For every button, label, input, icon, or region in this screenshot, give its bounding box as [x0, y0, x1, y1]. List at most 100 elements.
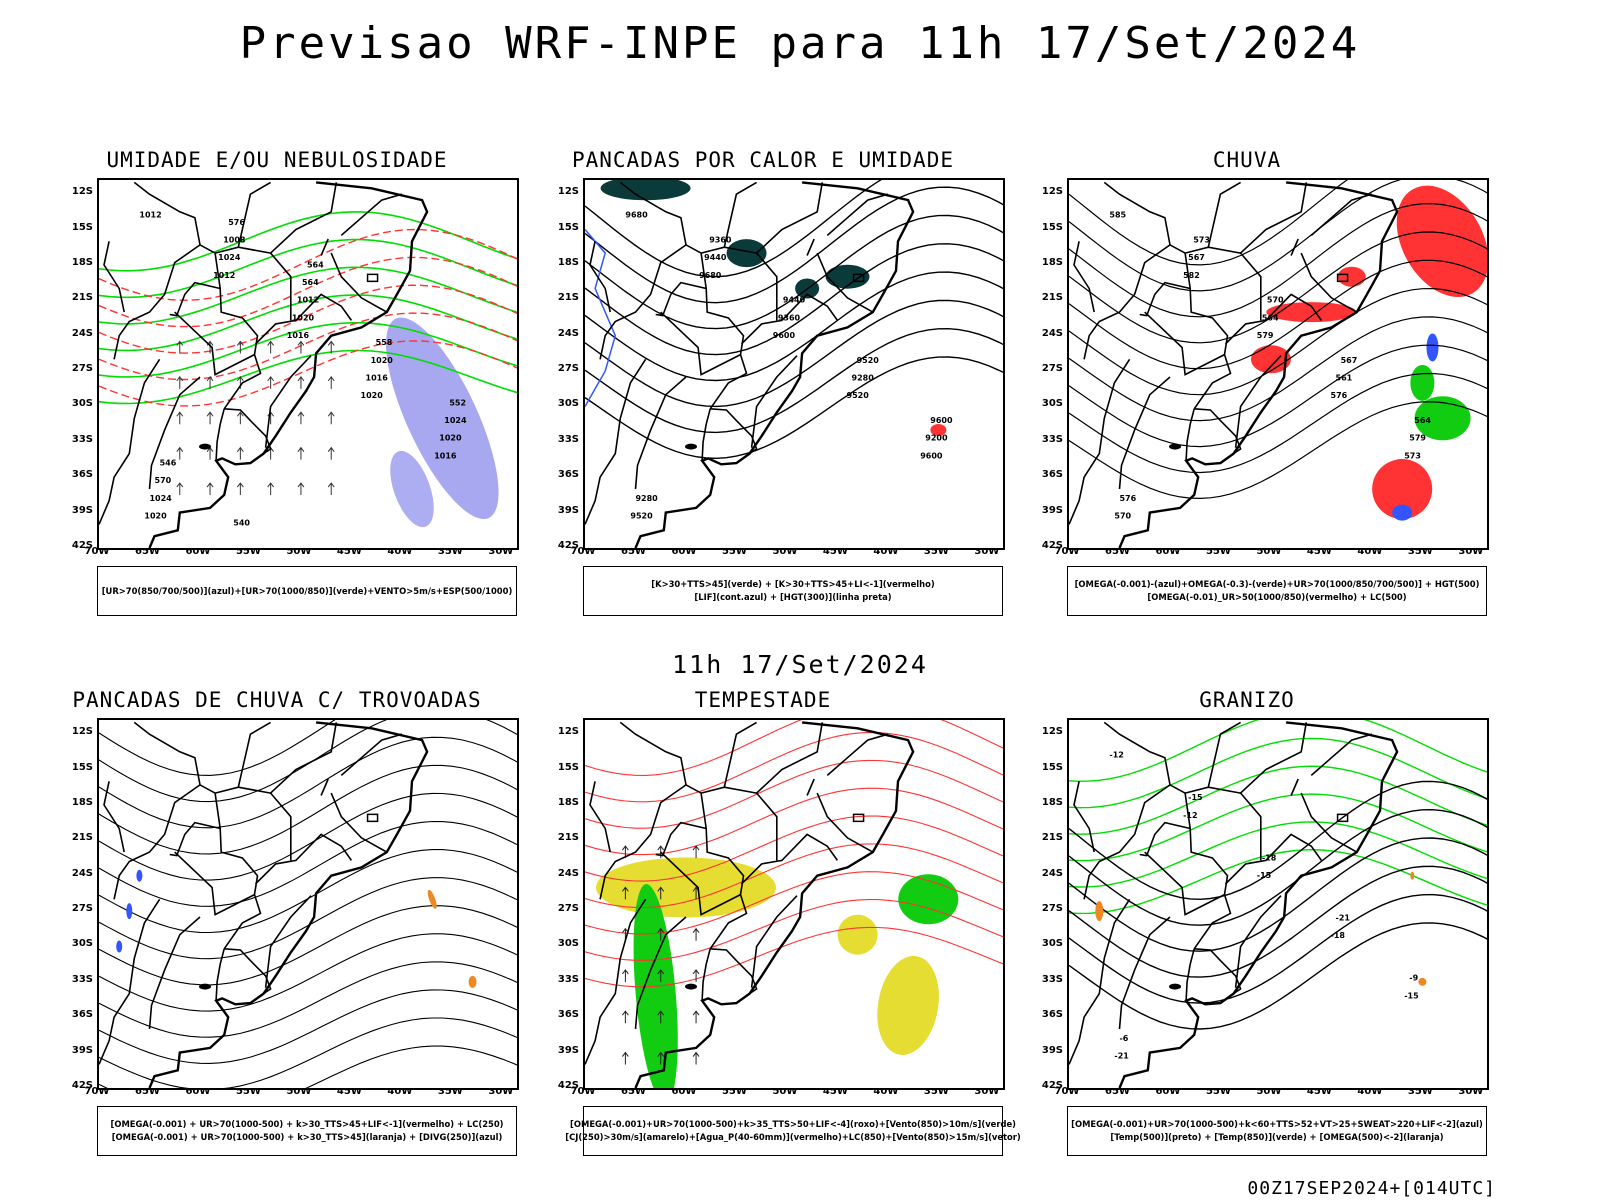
- lat-tick-label: 36S: [71, 469, 93, 481]
- lat-tick-label: 15S: [557, 761, 579, 773]
- country-borders: [1069, 721, 1373, 1065]
- lake-mirim: [1169, 443, 1182, 450]
- contour-label: 9200: [925, 434, 948, 443]
- contour-label: 9520: [857, 356, 880, 365]
- contour-label: 576: [228, 218, 245, 227]
- lat-tick-label: 42S: [71, 540, 93, 551]
- lon-tick-label: 70W: [84, 1086, 110, 1097]
- lat-tick-label: 36S: [557, 1009, 579, 1021]
- coastline: [1118, 721, 1399, 1088]
- lat-tick-label: 21S: [557, 292, 579, 304]
- legend-line: [OMEGA(-0.001)+UR>70(1000-500)+k>35_TTS>…: [570, 1119, 1016, 1129]
- lat-tick-label: 21S: [1041, 292, 1063, 304]
- coastline: [634, 181, 915, 548]
- contour-label: 564: [1262, 313, 1279, 322]
- lat-tick-label: 21S: [1041, 832, 1063, 844]
- lon-tick-label: 45W: [336, 546, 362, 557]
- lat-tick-label: 42S: [557, 540, 579, 551]
- lon-tick-label: 50W: [286, 1086, 312, 1097]
- panel-title: PANCADAS POR CALOR E UMIDADE: [571, 148, 954, 172]
- lat-tick-label: 18S: [71, 796, 93, 808]
- lon-tick-label: 30W: [974, 1086, 1000, 1097]
- lake-mirim: [685, 983, 698, 990]
- contour-label: 9440: [704, 253, 727, 262]
- lon-tick-label: 55W: [1205, 1086, 1231, 1097]
- reservoir-outline: [366, 813, 379, 823]
- wind850-vectors: [621, 845, 700, 1065]
- legend-box: [K>30+TTS>45](verde) + [K>30+TTS>45+LI<-…: [583, 566, 1003, 616]
- lat-tick-label: 33S: [557, 973, 579, 985]
- panel-title: UMIDADE E/OU NEBULOSIDADE: [106, 148, 448, 172]
- lat-tick-label: 42S: [557, 1080, 579, 1091]
- lon-tick-label: 70W: [1054, 546, 1080, 557]
- contour-label: 582: [1183, 271, 1200, 280]
- country-borders: [585, 721, 889, 1065]
- contour-label: 9360: [778, 313, 801, 322]
- lon-tick-label: 35W: [437, 1086, 463, 1097]
- contour-labels: 1012 1012 1016 1020 1016 1020 1024 1020 1016 1020…: [139, 211, 467, 528]
- lake-mirim: [1169, 983, 1182, 990]
- lat-tick-label: 27S: [557, 903, 579, 915]
- contour-label: 9680: [699, 271, 722, 280]
- contour-labels: 9680 9680 9600 9520 9600 9520 9440 9360 9280 9200…: [625, 211, 953, 521]
- lon-tick-label: 50W: [1256, 1086, 1282, 1097]
- panel-tempestade: TEMPESTADE 12S 15S 18S 21S 24S 27S 30S 33S 36S 39S…: [513, 688, 1021, 1168]
- lat-tick-label: 27S: [71, 363, 93, 375]
- lat-tick-label: 24S: [1041, 867, 1063, 879]
- legend-box: [UR>70(850/700/500)](azul)+[UR>70(1000/8…: [97, 566, 517, 616]
- lon-tick-label: 70W: [570, 1086, 596, 1097]
- lat-tick-label: 24S: [71, 867, 93, 879]
- lat-tick-label: 36S: [71, 1009, 93, 1021]
- lat-tick-label: 42S: [1041, 540, 1063, 551]
- panel-chuva: CHUVA 12S 15S 18S 21S 24S 27S 30S 33S 36S 39S 42S 70…: [997, 148, 1497, 628]
- coastline: [148, 721, 429, 1088]
- lon-tick-label: 40W: [873, 1086, 899, 1097]
- lon-tick-label: 35W: [923, 546, 949, 557]
- lat-tick-label: 12S: [71, 726, 93, 738]
- contour-label: 558: [376, 338, 393, 347]
- lon-tick-label: 50W: [772, 1086, 798, 1097]
- contour-label: 564: [302, 278, 319, 287]
- contour-label: 579: [1257, 331, 1274, 340]
- lon-tick-label: 50W: [286, 546, 312, 557]
- panel-title: PANCADAS DE CHUVA C/ TROVOADAS: [72, 688, 482, 712]
- thunderstorm-fill-orange: [427, 889, 477, 988]
- lat-tick-label: 36S: [1041, 469, 1063, 481]
- lon-tick-label: 35W: [1407, 546, 1433, 557]
- contour-label: 9680: [625, 211, 648, 220]
- lon-tick-label: 70W: [84, 546, 110, 557]
- legend-line: [OMEGA(-0.001)+UR>70(1000-500)+k<60+TTS>…: [1071, 1119, 1483, 1129]
- contour-label: 9600: [773, 331, 796, 340]
- lat-tick-label: 27S: [557, 363, 579, 375]
- contour-label: 1016: [366, 374, 389, 383]
- map-frame: 1012 1012 1016 1020 1016 1020 1024 1020 1016 1020…: [97, 178, 519, 550]
- coastline: [148, 181, 429, 548]
- lon-tick-label: 65W: [134, 1086, 160, 1097]
- lon-tick-label: 40W: [387, 546, 413, 557]
- lat-tick-label: 15S: [71, 761, 93, 773]
- map-canvas: [99, 720, 517, 1088]
- lat-tick-label: 39S: [71, 1044, 93, 1056]
- lake-mirim: [199, 443, 212, 450]
- lat-tick-label: 15S: [1041, 221, 1063, 233]
- lon-tick-label: 40W: [387, 1086, 413, 1097]
- map-frame: 585 582 579 576 573 570 567 564 561 579 576 573 570 5…: [1067, 178, 1489, 550]
- reservoir-outline: [1336, 813, 1349, 823]
- lon-tick-label: 65W: [134, 546, 160, 557]
- reservoir-outline: [1336, 273, 1349, 283]
- contour-label: 9600: [920, 451, 943, 460]
- contour-label: -21: [1336, 914, 1351, 923]
- lon-tick-label: 70W: [1054, 1086, 1080, 1097]
- lon-tick-label: 65W: [620, 1086, 646, 1097]
- lat-tick-label: 39S: [557, 1044, 579, 1056]
- contour-label: 1012: [297, 296, 319, 305]
- lon-tick-label: 55W: [235, 1086, 261, 1097]
- contour-label: 1024: [149, 494, 172, 503]
- lon-tick-label: 45W: [822, 546, 848, 557]
- rain-fill-blue: [1392, 333, 1439, 521]
- coastline: [1118, 181, 1399, 548]
- lat-tick-label: 24S: [1041, 327, 1063, 339]
- lon-tick-label: 35W: [923, 1086, 949, 1097]
- map-frame: -12 -12 -15 -18 -15 -21 -15 -18 -21 -9 -6: [1067, 718, 1489, 1090]
- contour-label: -15: [1404, 991, 1419, 1000]
